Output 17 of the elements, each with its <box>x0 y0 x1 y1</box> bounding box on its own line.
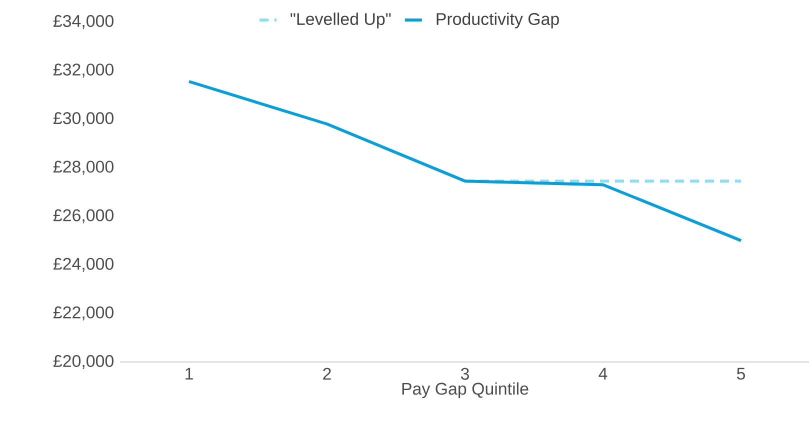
y-tick-label: £32,000 <box>53 64 114 78</box>
x-tick-label: 2 <box>323 368 331 380</box>
y-tick-label: £22,000 <box>53 306 114 320</box>
x-axis-title: Pay Gap Quintile <box>402 382 528 398</box>
y-tick-label: £20,000 <box>53 355 114 369</box>
line-series <box>188 80 743 242</box>
legend-label: Productivity Gap <box>436 12 559 28</box>
legend-label: "Levelled Up" <box>290 12 391 28</box>
x-tick-label: 3 <box>460 368 469 380</box>
y-tick-label: £24,000 <box>53 258 114 272</box>
x-tick-label: 4 <box>598 368 608 380</box>
y-tick-label: £30,000 <box>53 112 114 126</box>
x-tick-label: 1 <box>186 368 193 380</box>
y-tick-label: £26,000 <box>53 209 114 224</box>
y-tick-label: £34,000 <box>53 15 114 29</box>
y-tick-label: £28,000 <box>53 160 114 175</box>
x-tick-label: 5 <box>736 368 745 380</box>
